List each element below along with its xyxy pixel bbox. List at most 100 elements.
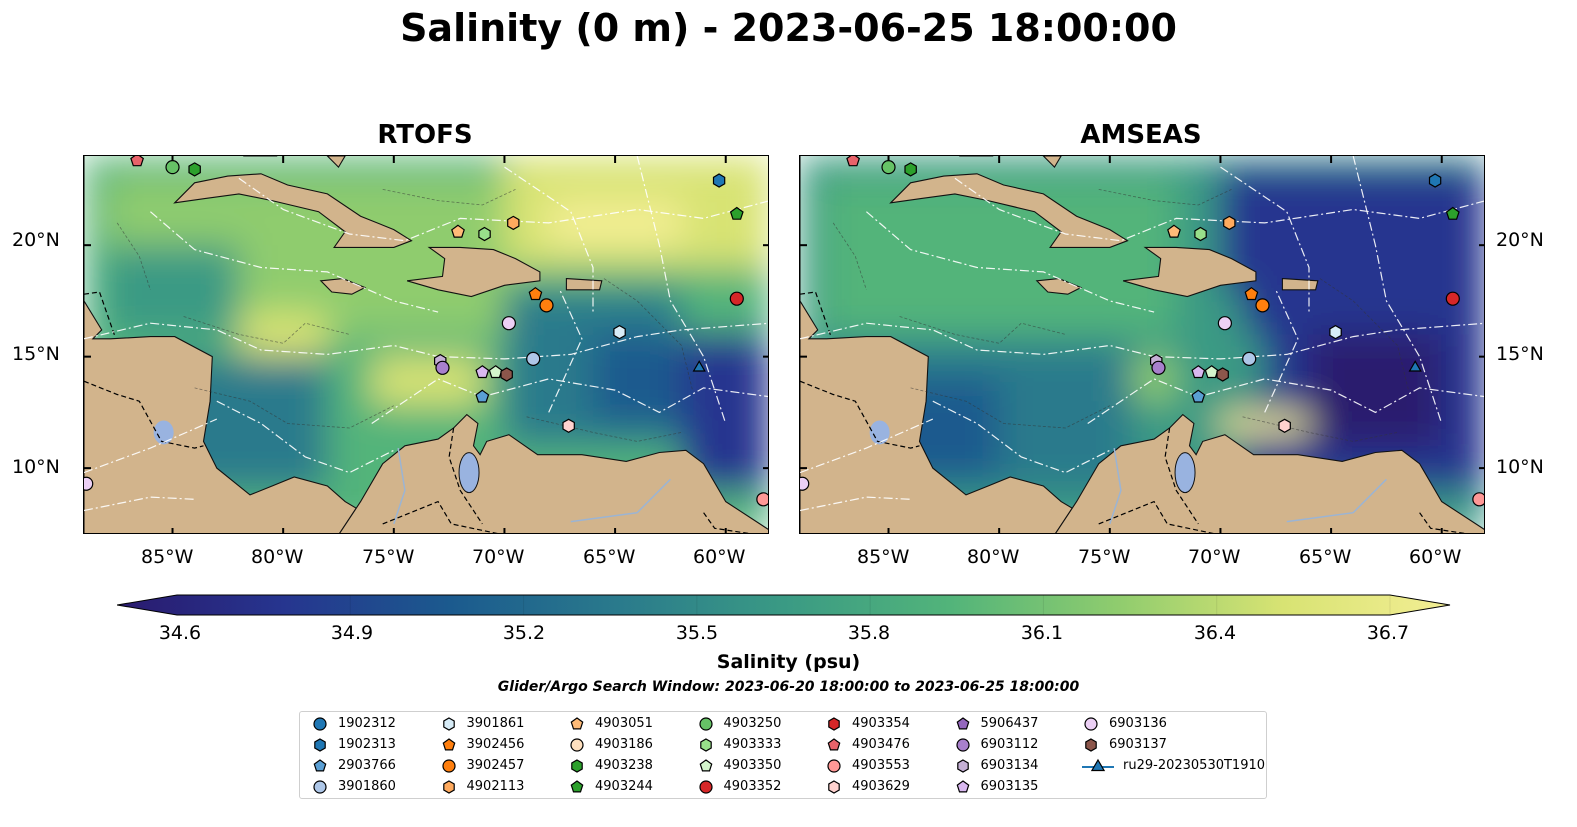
float-marker-2903766 — [475, 389, 490, 403]
lon-label-85w-right: 85°W — [857, 546, 910, 568]
legend-item: 4903352 — [696, 776, 781, 797]
legend-marker — [956, 716, 969, 729]
hexagon-marker-icon — [956, 758, 969, 773]
circle-marker-icon — [698, 779, 713, 794]
float-marker-6903136 — [800, 476, 810, 491]
pentagon-marker-icon — [570, 779, 584, 792]
map-canvas — [84, 156, 768, 533]
search-window-text: Glider/Argo Search Window: 2023-06-20 18… — [497, 679, 1080, 695]
lon-label-85w-left: 85°W — [141, 546, 194, 568]
float-marker-6903112 — [1151, 360, 1166, 375]
float-marker-2903766 — [1191, 389, 1206, 403]
legend-item: ru29-20230530T1910 — [1081, 755, 1265, 776]
float-marker-3902456 — [528, 286, 543, 301]
float-marker-1902313 — [1428, 173, 1442, 188]
legend-marker — [441, 758, 456, 773]
legend-marker — [828, 716, 840, 731]
float-marker-3901860 — [526, 351, 541, 366]
legend-label: 3902456 — [466, 737, 525, 752]
legend-item: 3902457 — [439, 755, 524, 776]
lon-label-75w-right: 75°W — [1078, 546, 1131, 568]
land-jamaica — [319, 278, 367, 295]
bathymetry-contour — [116, 222, 151, 290]
lake-nicaragua — [869, 420, 890, 445]
legend-item: 4903354 — [824, 713, 910, 734]
hexagon-marker-icon — [699, 737, 712, 752]
pentagon-marker-icon — [699, 758, 712, 771]
legend-marker — [1084, 716, 1098, 731]
bathymetry-contour — [910, 387, 1110, 429]
lat-label-20n-right: 20°N — [1496, 229, 1544, 251]
land-bahamas — [326, 156, 346, 168]
main-title: Salinity (0 m) - 2023-06-25 18:00:00 — [400, 6, 1177, 50]
circle-marker-icon — [570, 737, 584, 752]
pentagon-marker-icon — [313, 758, 327, 771]
colorbar-gradient — [116, 594, 1451, 616]
legend-item: 6903112 — [953, 734, 1038, 755]
colorbar-tick-label: 34.9 — [330, 622, 374, 644]
eez-boundary — [216, 400, 395, 474]
legend-item: 4903250 — [696, 713, 782, 734]
river — [393, 447, 406, 525]
float-marker-4903250 — [165, 160, 180, 175]
legend-label: 4903186 — [595, 737, 653, 752]
colorbar-tick-label: 35.5 — [675, 622, 719, 644]
legend-item: 4903629 — [824, 776, 910, 797]
legend-marker — [313, 758, 327, 771]
eez-boundary — [636, 156, 727, 424]
land-southAmerica — [339, 413, 768, 533]
eez-boundary — [84, 496, 195, 512]
hexagon-marker-icon — [1085, 737, 1097, 752]
float-marker-3902457 — [1255, 298, 1270, 313]
eez-boundary — [954, 177, 1484, 242]
bathymetry-contour — [1319, 278, 1409, 391]
legend-marker — [313, 716, 327, 731]
eez-boundary — [504, 166, 594, 313]
panel-title-rtofs: RTOFS — [377, 120, 473, 150]
float-marker-4903553 — [1472, 492, 1484, 507]
circle-marker-icon — [441, 758, 456, 773]
colorbar-graphic — [116, 594, 1451, 616]
legend-item: 3902456 — [439, 734, 525, 755]
land-centralAmerica — [84, 156, 357, 533]
legend-label: 1902312 — [338, 716, 396, 731]
hexagon-marker-icon — [828, 779, 840, 794]
legend-label: 4903238 — [595, 758, 653, 773]
legend-marker — [1082, 758, 1114, 771]
land-cuba — [889, 173, 1129, 248]
legend-item: 4903350 — [696, 755, 781, 776]
legend-item: 3901861 — [439, 713, 524, 734]
map-panel-amseas — [799, 155, 1485, 534]
eez-boundary — [548, 289, 583, 413]
float-marker-4902113 — [507, 215, 520, 231]
legend-marker — [571, 758, 583, 773]
float-marker-4903352 — [1445, 291, 1460, 306]
hexagon-marker-icon — [314, 737, 326, 752]
float-marker-4903352 — [729, 291, 744, 306]
eez-boundary — [84, 418, 218, 474]
float-marker-4903244 — [1445, 206, 1460, 220]
float-marker-4903333 — [478, 226, 491, 242]
float-marker-ru29-20230530T1910 — [1408, 360, 1422, 372]
map-panel-rtofs — [83, 155, 769, 534]
legend-label: 4903629 — [852, 779, 910, 794]
float-marker-3901861 — [1329, 324, 1342, 340]
legend-label: 6903134 — [980, 758, 1039, 773]
legend-marker — [314, 737, 326, 752]
float-marker-4903051 — [451, 224, 465, 238]
country-border — [703, 512, 750, 533]
legend-label: 4903250 — [723, 716, 782, 731]
bathymetry-contour — [1242, 416, 1398, 442]
country-border — [84, 380, 204, 449]
country-border — [448, 427, 483, 525]
float-marker-4903629 — [1278, 418, 1291, 433]
float-marker-4902113 — [1223, 215, 1236, 231]
circle-marker-icon — [827, 758, 841, 773]
float-marker-6903135 — [1191, 365, 1206, 379]
triangle-marker-icon — [1090, 758, 1106, 771]
float-marker-6903136 — [84, 476, 94, 491]
panel-title-amseas: AMSEAS — [1080, 120, 1202, 150]
eez-boundary — [1087, 378, 1484, 424]
eez-boundary — [800, 418, 934, 474]
land-bahamas — [1042, 156, 1062, 168]
